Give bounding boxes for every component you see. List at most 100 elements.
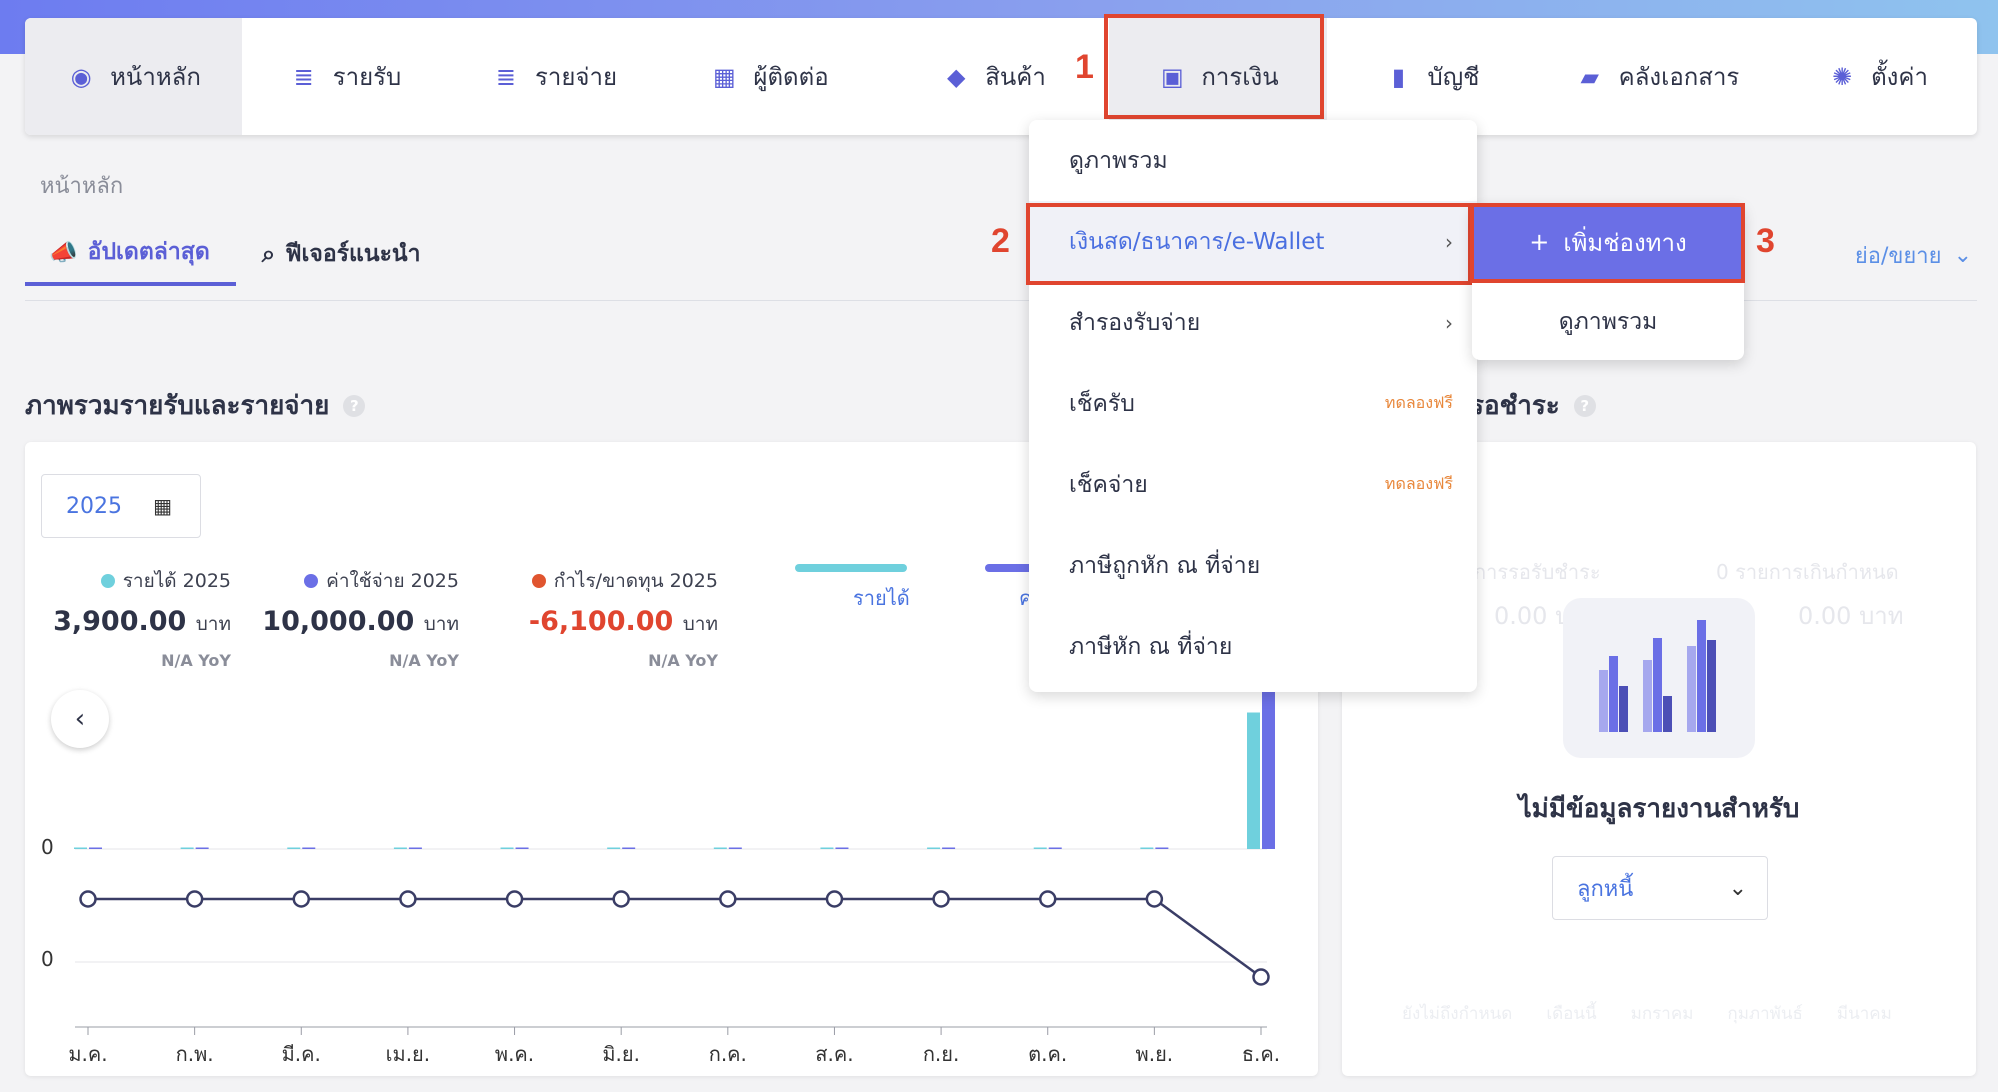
expense-icon: ≣ — [495, 62, 517, 91]
chart-prev-button[interactable]: ‹ — [51, 690, 109, 748]
help-icon[interactable]: ? — [1573, 394, 1596, 417]
menu-item-label: เช็คจ่าย — [1069, 471, 1148, 498]
x-tick-label: พ.ย. — [1136, 1042, 1174, 1066]
faded-footer-item: ยังไม่ถึงกำหนด — [1402, 1004, 1513, 1024]
bar-income — [713, 847, 727, 849]
nav-item-products[interactable]: ◆ สินค้า — [878, 18, 1109, 135]
bar-expense — [622, 847, 636, 849]
stat-yoy: N/A YoY — [648, 651, 718, 670]
tab-recommended-features[interactable]: ⌕ ฟีเจอร์แนะนำ — [262, 228, 421, 286]
stat-value: -6,100.00 — [528, 606, 674, 637]
report-type-select[interactable]: ลูกหนี้ ⌄ — [1552, 856, 1768, 920]
folder-icon: ▰ — [1580, 62, 1599, 91]
dashboard-icon: ◉ — [70, 62, 92, 91]
nav-item-label: รายจ่าย — [534, 63, 618, 91]
nav-item-accounting[interactable]: ▮ บัญชี — [1327, 18, 1536, 135]
section-title-text: ภาพรวมรายรับและรายจ่าย — [25, 391, 330, 421]
nav-item-income[interactable]: ≣ รายรับ — [242, 18, 448, 135]
stat-label-row: รายได้ 2025 — [45, 566, 231, 596]
nav-item-expense[interactable]: ≣ รายจ่าย — [448, 18, 660, 135]
nav-item-finance[interactable]: ▣ การเงิน — [1109, 18, 1327, 135]
nav-item-settings[interactable]: ✺ ตั้งค่า — [1778, 18, 1977, 135]
nav-item-home[interactable]: ◉ หน้าหลัก — [25, 18, 242, 135]
tab-latest-updates[interactable]: 📣 อัปเดตล่าสุด — [25, 228, 236, 286]
stat-unit: บาท — [423, 613, 459, 635]
section-title-overview: ภาพรวมรายรับและรายจ่าย ? — [25, 385, 366, 426]
menu-item-label: ดูภาพรวม — [1069, 147, 1168, 174]
menu-item-label: สำรองรับจ่าย — [1069, 309, 1201, 336]
bar-income — [287, 847, 301, 849]
bar-expense — [195, 847, 209, 849]
menu-item-cheque-paid[interactable]: เช็คจ่าย ทดลองฟรี — [1029, 444, 1477, 525]
calendar-icon: ▦ — [153, 494, 172, 518]
stat-income: รายได้ 2025 3,900.00 บาท N/A YoY — [45, 566, 231, 670]
bar-expense — [835, 847, 849, 849]
submenu-overview-label: ดูภาพรวม — [1558, 309, 1658, 335]
x-tick-label: ธ.ค. — [1242, 1042, 1280, 1066]
menu-item-cheque-received[interactable]: เช็ครับ ทดลองฟรี — [1029, 363, 1477, 444]
stat-yoy: N/A YoY — [389, 651, 459, 670]
menu-item-petty-cash[interactable]: สำรองรับจ่าย › — [1029, 282, 1477, 363]
stat-label: รายได้ 2025 — [122, 570, 231, 592]
menu-item-withholding-tax-paid[interactable]: ภาษีหัก ณ ที่จ่าย — [1029, 606, 1477, 687]
profit-point — [1038, 890, 1057, 908]
free-trial-badge: ทดลองฟรี — [1384, 393, 1453, 412]
stat-unit: บาท — [195, 613, 231, 635]
bar-income — [500, 847, 514, 849]
add-channel-button[interactable]: + เพิ่มช่องทาง — [1472, 204, 1744, 280]
collapse-toggle[interactable]: ย่อ/ขยาย ⌄ — [1855, 238, 1972, 273]
profit-point — [399, 890, 417, 908]
chevron-left-icon: ‹ — [74, 704, 86, 734]
main-nav: ◉ หน้าหลัก ≣ รายรับ ≣ รายจ่าย ▦ ผู้ติดต่… — [25, 18, 1977, 135]
menu-item-cash-bank-ewallet[interactable]: เงินสด/ธนาคาร/e-Wallet › — [1029, 201, 1477, 282]
chevron-down-icon: ⌄ — [1953, 243, 1972, 268]
legend-expense-line — [985, 564, 1045, 572]
chevron-down-icon: ⌄ — [1728, 875, 1747, 901]
nav-item-contacts[interactable]: ▦ ผู้ติดต่อ — [660, 18, 878, 135]
add-channel-label: เพิ่มช่องทาง — [1563, 228, 1687, 257]
year-value: 2025 — [66, 493, 122, 519]
income-dot — [100, 574, 115, 588]
nav-item-label: ตั้งค่า — [1871, 63, 1928, 91]
bar-expense — [302, 847, 316, 849]
tab-label: ฟีเจอร์แนะนำ — [285, 241, 421, 267]
cash-bank-submenu: + เพิ่มช่องทาง ดูภาพรวม — [1472, 204, 1744, 360]
year-picker[interactable]: 2025 ▦ — [41, 474, 201, 538]
x-tick-label: มิ.ย. — [602, 1042, 640, 1066]
profit-dot — [531, 574, 546, 588]
chevron-right-icon: › — [1445, 310, 1453, 335]
profit-line — [88, 897, 1262, 979]
empty-state-text: ไม่มีข้อมูลรายงานสำหรับ — [1518, 794, 1800, 824]
subtabs: 📣 อัปเดตล่าสุด ⌕ ฟีเจอร์แนะนำ — [25, 228, 421, 286]
nav-item-documents[interactable]: ▰ คลังเอกสาร — [1536, 18, 1778, 135]
faded-footer-item: กุมภาพันธ์ — [1727, 1004, 1803, 1024]
nav-item-label: สินค้า — [985, 63, 1046, 91]
faded-footer-item: มกราคม — [1630, 1004, 1694, 1024]
x-tick-label: ก.ย. — [923, 1042, 960, 1066]
chevron-right-icon: › — [1445, 229, 1453, 254]
free-trial-badge: ทดลองฟรี — [1384, 474, 1453, 493]
finance-dropdown-menu: ดูภาพรวม เงินสด/ธนาคาร/e-Wallet › สำรองร… — [1029, 120, 1477, 692]
legend-income-line — [795, 564, 907, 572]
menu-item-overview[interactable]: ดูภาพรวม — [1029, 120, 1477, 201]
stat-value-row: 3,900.00 บาท — [45, 606, 231, 639]
bar-income — [1140, 847, 1154, 849]
box-icon: ◆ — [946, 62, 966, 91]
stat-unit: บาท — [682, 613, 718, 635]
menu-item-withholding-tax-received[interactable]: ภาษีถูกหัก ณ ที่จ่าย — [1029, 525, 1477, 606]
bar-expense — [728, 847, 742, 849]
expense-dot — [304, 574, 319, 588]
ledger-icon: ▮ — [1391, 62, 1406, 91]
submenu-overview[interactable]: ดูภาพรวม — [1472, 284, 1744, 360]
nav-item-label: คลังเอกสาร — [1618, 63, 1740, 91]
x-tick-label: ก.ค. — [709, 1042, 747, 1066]
y-tick-label: 0 — [41, 947, 54, 971]
bar-income — [393, 847, 407, 849]
empty-chart-icon — [1599, 620, 1716, 732]
nav-item-label: บัญชี — [1427, 63, 1480, 91]
collapse-label: ย่อ/ขยาย — [1854, 244, 1942, 269]
step-number-2: 2 — [991, 222, 1010, 260]
menu-item-label: ภาษีหัก ณ ที่จ่าย — [1069, 633, 1233, 660]
faded-right-label: 0 รายการเกินกำหนด — [1716, 560, 1899, 584]
help-icon[interactable]: ? — [343, 394, 366, 417]
